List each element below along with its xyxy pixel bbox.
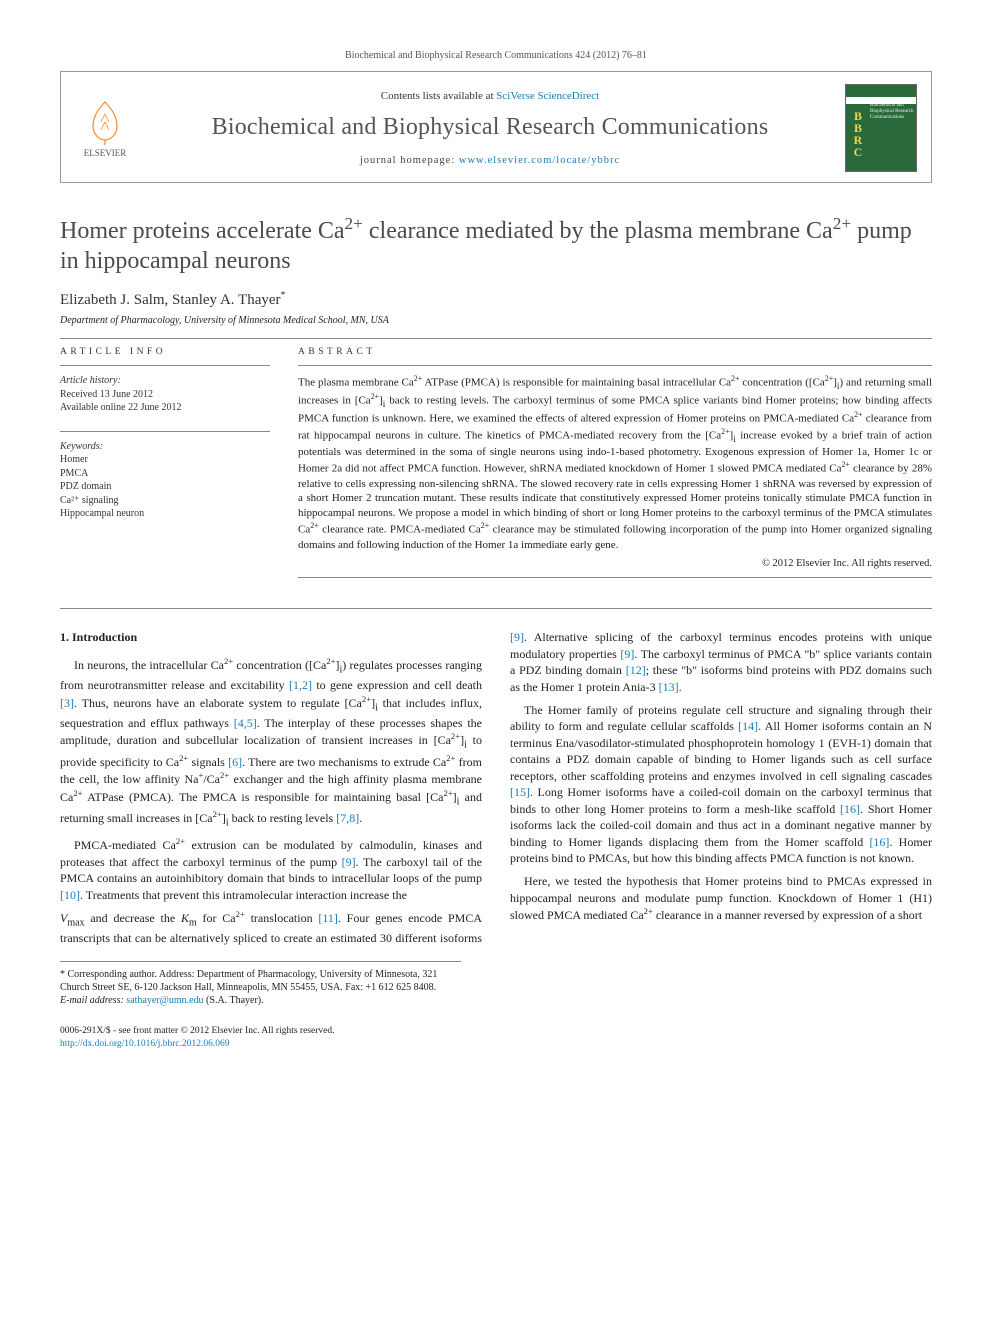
email-link[interactable]: sathayer@umn.edu	[126, 995, 203, 1006]
doi-link[interactable]: http://dx.doi.org/10.1016/j.bbrc.2012.06…	[60, 1038, 932, 1051]
corr-marker: *	[281, 290, 286, 301]
article-title: Homer proteins accelerate Ca2+ clearance…	[60, 213, 932, 276]
body-paragraph: Here, we tested the hypothesis that Home…	[510, 873, 932, 924]
section-head-introduction: 1. Introduction	[60, 629, 482, 646]
abstract-text: The plasma membrane Ca2+ ATPase (PMCA) i…	[298, 374, 932, 552]
email-suffix: (S.A. Thayer).	[206, 995, 264, 1006]
abstract-copyright: © 2012 Elsevier Inc. All rights reserved…	[298, 558, 932, 569]
received-date: Received 13 June 2012	[60, 389, 153, 400]
journal-name: Biochemical and Biophysical Research Com…	[151, 114, 829, 141]
body-divider	[60, 608, 932, 609]
keyword: Homer	[60, 454, 88, 465]
article-history: Article history: Received 13 June 2012 A…	[60, 374, 270, 415]
keyword: Ca²⁺ signaling	[60, 495, 119, 506]
body-paragraph: PMCA-mediated Ca2+ extrusion can be modu…	[60, 836, 482, 903]
front-matter-line: 0006-291X/$ - see front matter © 2012 El…	[60, 1025, 932, 1038]
divider	[298, 577, 932, 578]
email-line: E-mail address: sathayer@umn.edu (S.A. T…	[60, 994, 461, 1007]
tree-icon	[81, 98, 129, 146]
header-center: Contents lists available at SciVerse Sci…	[151, 90, 829, 166]
article-info-column: ARTICLE INFO Article history: Received 1…	[60, 347, 270, 586]
cover-side-text: Biochemical and Biophysical Research Com…	[870, 103, 916, 121]
keywords-head: Keywords:	[60, 441, 103, 452]
journal-cover-icon: BBRC Biochemical and Biophysical Researc…	[845, 84, 917, 172]
divider	[60, 338, 932, 339]
corresponding-author: * Corresponding author. Address: Departm…	[60, 968, 461, 994]
meta-abstract-row: ARTICLE INFO Article history: Received 1…	[60, 347, 932, 586]
homepage-link[interactable]: www.elsevier.com/locate/ybbrc	[459, 155, 620, 166]
publisher-label: ELSEVIER	[84, 148, 127, 158]
sciencedirect-link[interactable]: SciVerse ScienceDirect	[496, 90, 599, 102]
page: Biochemical and Biophysical Research Com…	[0, 0, 992, 1091]
author-list: Elizabeth J. Salm, Stanley A. Thayer	[60, 292, 281, 308]
keyword: PDZ domain	[60, 481, 111, 492]
divider	[298, 365, 932, 366]
homepage-prefix: journal homepage:	[360, 155, 459, 166]
authors: Elizabeth J. Salm, Stanley A. Thayer*	[60, 290, 932, 309]
journal-homepage: journal homepage: www.elsevier.com/locat…	[151, 155, 829, 166]
contents-available: Contents lists available at SciVerse Sci…	[151, 90, 829, 102]
elsevier-logo: ELSEVIER	[75, 98, 135, 158]
cover-abbrev: BBRC	[852, 109, 864, 157]
history-head: Article history:	[60, 375, 121, 386]
keyword: Hippocampal neuron	[60, 508, 144, 519]
divider	[60, 365, 270, 366]
abstract-column: ABSTRACT The plasma membrane Ca2+ ATPase…	[298, 347, 932, 586]
email-label: E-mail address:	[60, 995, 124, 1006]
body-paragraph: In neurons, the intracellular Ca2+ conce…	[60, 656, 482, 830]
contents-prefix: Contents lists available at	[381, 90, 496, 102]
article-info-head: ARTICLE INFO	[60, 347, 270, 357]
bottom-matter: 0006-291X/$ - see front matter © 2012 El…	[60, 1025, 932, 1051]
body-text: 1. Introduction In neurons, the intracel…	[60, 629, 932, 947]
keyword: PMCA	[60, 468, 88, 479]
citation-line: Biochemical and Biophysical Research Com…	[60, 50, 932, 61]
affiliation: Department of Pharmacology, University o…	[60, 315, 932, 326]
keywords-block: Keywords: Homer PMCA PDZ domain Ca²⁺ sig…	[60, 440, 270, 521]
abstract-head: ABSTRACT	[298, 347, 932, 357]
divider	[60, 431, 270, 432]
footnotes: * Corresponding author. Address: Departm…	[60, 961, 461, 1007]
online-date: Available online 22 June 2012	[60, 402, 181, 413]
body-paragraph: The Homer family of proteins regulate ce…	[510, 702, 932, 867]
journal-header: ELSEVIER Contents lists available at Sci…	[60, 71, 932, 183]
